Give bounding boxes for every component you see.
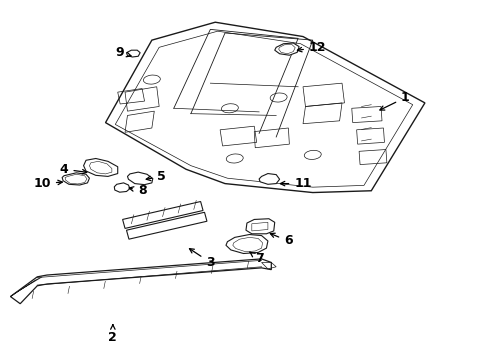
Polygon shape [126,50,140,57]
Text: 5: 5 [146,170,165,183]
Text: 12: 12 [297,41,325,54]
Polygon shape [245,219,274,234]
Text: 2: 2 [108,325,117,344]
Polygon shape [225,234,267,253]
Text: 4: 4 [60,163,86,176]
Polygon shape [105,22,424,193]
Polygon shape [126,212,206,239]
Polygon shape [114,183,130,192]
Polygon shape [62,173,89,185]
Polygon shape [122,202,203,228]
Text: 6: 6 [270,233,292,247]
Text: 11: 11 [280,177,311,190]
Polygon shape [10,259,271,304]
Text: 10: 10 [33,177,62,190]
Text: 8: 8 [129,184,146,197]
Polygon shape [274,43,299,55]
Polygon shape [259,174,279,184]
Text: 7: 7 [249,252,263,265]
Polygon shape [127,172,153,185]
Text: 3: 3 [189,249,214,269]
Text: 9: 9 [116,46,131,59]
Text: 1: 1 [379,91,409,110]
Polygon shape [83,158,118,176]
